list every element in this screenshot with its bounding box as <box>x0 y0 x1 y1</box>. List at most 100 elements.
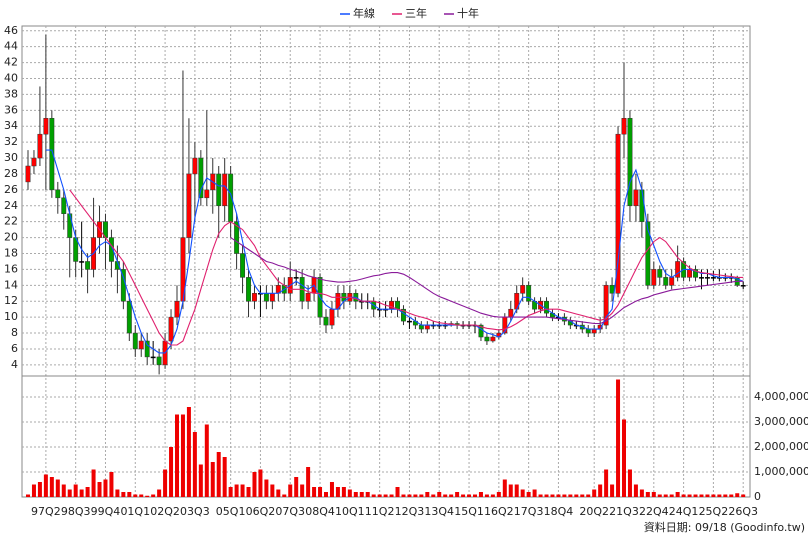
volume-bar <box>359 492 364 497</box>
volume-bar <box>675 492 680 497</box>
candle-body <box>508 308 514 318</box>
volume-bar <box>669 494 674 497</box>
volume-bar <box>532 489 537 497</box>
x-tick-label: 26Q3 <box>728 505 758 518</box>
volume-bar <box>550 494 555 497</box>
volume-bar <box>79 489 84 497</box>
x-tick-label: 01Q1 <box>120 505 150 518</box>
volume-bar <box>85 487 90 497</box>
candle-body <box>156 356 162 366</box>
y-tick-label: 40 <box>4 72 18 85</box>
candle-body <box>633 189 639 207</box>
volume-bar <box>31 484 36 497</box>
candle-body <box>621 118 627 135</box>
x-tick-label: 05Q1 <box>216 505 246 518</box>
volume-bar <box>252 472 257 497</box>
volume-bar <box>622 419 626 497</box>
candle-body <box>484 336 490 342</box>
y-tick-label: 16 <box>4 262 18 275</box>
volume-bar <box>699 494 704 497</box>
y-tick-label: 34 <box>4 119 18 132</box>
volume-bar <box>67 489 72 497</box>
y-tick-label: 4 <box>11 358 18 371</box>
candle-body <box>168 316 174 342</box>
x-tick-label: 97Q2 <box>31 505 61 518</box>
volume-bar <box>329 482 334 497</box>
volume-bar <box>163 469 168 497</box>
volume-bar <box>723 494 728 497</box>
candle-body <box>67 213 73 238</box>
volume-bar <box>639 489 644 497</box>
volume-bar <box>103 479 108 497</box>
volume-bar <box>192 432 197 497</box>
y-tick-label: 38 <box>4 87 18 100</box>
volume-bar <box>210 462 215 497</box>
candle-body <box>526 285 532 302</box>
candle-body <box>150 356 156 359</box>
volume-bar <box>395 487 400 497</box>
volume-bar <box>43 474 48 497</box>
volume-bar <box>204 424 209 497</box>
volume-bar <box>580 494 585 497</box>
volume-bar <box>216 452 221 497</box>
volume-bar <box>514 484 519 497</box>
y-tick-label: 26 <box>4 183 18 196</box>
candle-body <box>55 189 61 199</box>
y-tick-label: 36 <box>4 103 18 116</box>
candle-body <box>603 285 609 326</box>
y-tick-label: 46 <box>4 24 18 37</box>
x-tick-label: 98Q3 <box>61 505 91 518</box>
volume-bar <box>282 494 287 497</box>
candle-body <box>31 157 37 167</box>
volume-bar <box>568 494 573 497</box>
y-tick-label: 12 <box>4 294 18 307</box>
volume-bar <box>651 492 656 497</box>
volume-bar <box>610 484 615 497</box>
candle-body <box>627 118 633 207</box>
volume-bar <box>431 494 436 497</box>
x-tick-label: 22Q4 <box>639 505 669 518</box>
legend-label: 年線 <box>353 6 375 20</box>
candle-body <box>138 340 144 350</box>
x-tick-label: 99Q4 <box>91 505 121 518</box>
candle-body <box>305 293 311 302</box>
volume-bar <box>371 494 376 497</box>
volume-bar <box>681 494 686 497</box>
volume-bar <box>91 469 96 497</box>
candle-body <box>269 293 275 302</box>
x-tick-label: 10Q1 <box>335 505 365 518</box>
volume-bar <box>312 487 317 497</box>
y-tick-label: 28 <box>4 167 18 180</box>
y2-tick-label: 4,000,000 <box>754 390 808 403</box>
volume-bar <box>228 487 233 497</box>
volume-bar <box>538 494 543 497</box>
volume-bar <box>645 492 650 497</box>
volume-bar <box>276 489 281 497</box>
y2-tick-label: 3,000,000 <box>754 415 808 428</box>
y-tick-label: 32 <box>4 135 18 148</box>
volume-bar <box>198 464 203 497</box>
volume-bar <box>389 494 394 497</box>
volume-bar <box>222 457 227 497</box>
x-tick-label: 25Q2 <box>699 505 729 518</box>
volume-bar <box>484 494 489 497</box>
volume-bar <box>55 479 60 497</box>
candle-body <box>669 277 675 286</box>
y-tick-label: 24 <box>4 199 18 212</box>
candle-body <box>234 221 240 254</box>
volume-bar <box>246 487 251 497</box>
volume-bar <box>437 492 442 497</box>
y2-tick-label: 1,000,000 <box>754 465 808 478</box>
volume-bar <box>490 494 495 497</box>
volume-bar <box>26 494 30 497</box>
volume-bar <box>711 494 716 497</box>
volume-bar <box>151 494 156 497</box>
candle-body <box>693 269 698 278</box>
candle-body <box>490 336 496 342</box>
volume-bar <box>324 492 328 497</box>
x-tick-label: 16Q2 <box>484 505 514 518</box>
x-tick-label: 18Q4 <box>544 505 574 518</box>
candle-body <box>43 118 49 135</box>
volume-bar <box>449 494 454 497</box>
candle-body <box>61 197 67 214</box>
